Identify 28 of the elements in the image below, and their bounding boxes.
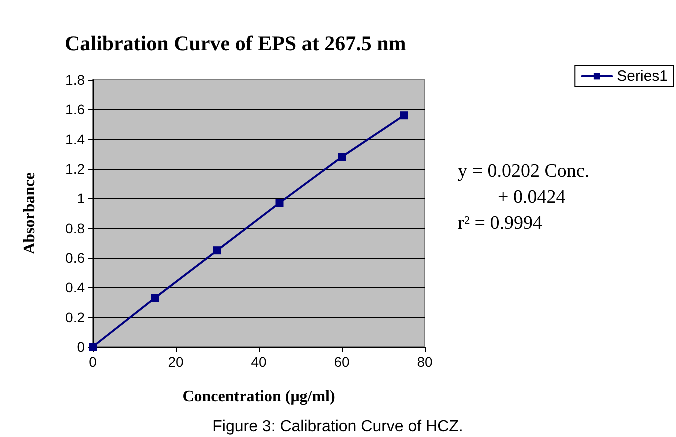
x-tick-label: 0 xyxy=(89,354,98,370)
point xyxy=(276,199,284,208)
point xyxy=(214,246,222,255)
y-tick-label: 1.6 xyxy=(66,102,86,118)
x-tick-label: 40 xyxy=(251,354,267,370)
point xyxy=(400,112,408,120)
text: y = 0.0202 Conc. xyxy=(458,161,590,182)
x-tick-label: 20 xyxy=(168,354,184,370)
y-tick-label: 1.4 xyxy=(66,131,86,148)
x-axis-title: Concentration (μg/ml) xyxy=(182,388,336,406)
text: + 0.0424 xyxy=(498,187,566,208)
y-tick-label: 0.8 xyxy=(66,220,86,236)
caption: Figure 3: Calibration Curve of HCZ. xyxy=(212,418,464,436)
chart-title: Calibration Curve of EPS at 267.5 nm xyxy=(65,32,407,56)
text: r² = 0.9994 xyxy=(458,213,543,234)
x-tick-label: 80 xyxy=(417,354,433,370)
point xyxy=(338,153,346,162)
y-tick-label: 1.8 xyxy=(66,72,86,88)
y-tick-label: 1.2 xyxy=(66,161,86,177)
y-tick-label: 1 xyxy=(77,190,86,207)
y-tick-label: 0.4 xyxy=(66,280,86,296)
x-tick-label: 60 xyxy=(334,354,350,370)
point xyxy=(151,294,160,302)
y-tick-label: 0.6 xyxy=(66,250,86,266)
legend-label: Series1 xyxy=(617,68,668,85)
y-tick-label: 0 xyxy=(77,339,86,355)
y-tick-label: 0.2 xyxy=(66,309,86,326)
y-axis-title: Absorbance xyxy=(22,172,38,254)
